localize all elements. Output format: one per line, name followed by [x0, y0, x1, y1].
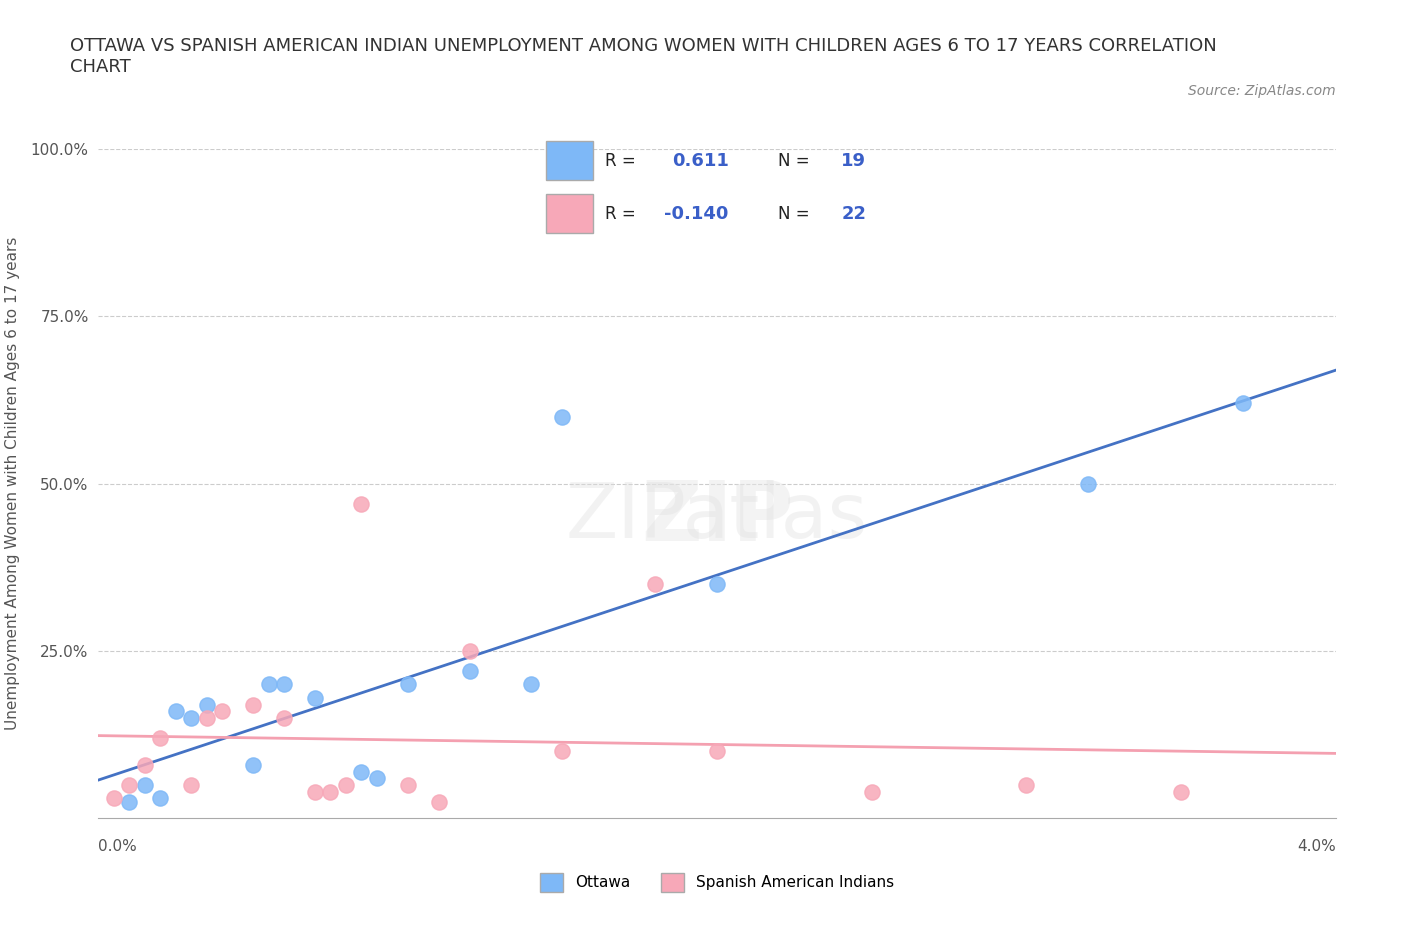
Point: [149, 790, 172, 805]
Point: [149, 731, 172, 746]
Point: [350, 764, 373, 779]
Point: [273, 711, 295, 725]
Point: [242, 698, 264, 712]
Text: R =: R =: [605, 205, 641, 223]
Point: [1077, 476, 1099, 491]
Point: [458, 664, 481, 679]
Point: [319, 784, 342, 799]
Point: [211, 704, 233, 719]
Point: [396, 777, 419, 792]
Point: [304, 784, 326, 799]
Point: [273, 677, 295, 692]
Point: [860, 784, 883, 799]
Point: [195, 698, 218, 712]
Point: [706, 744, 728, 759]
Legend: Ottawa, Spanish American Indians: Ottawa, Spanish American Indians: [534, 867, 900, 897]
Point: [304, 690, 326, 705]
Point: [118, 794, 141, 809]
Point: [520, 677, 543, 692]
Point: [242, 757, 264, 772]
FancyBboxPatch shape: [546, 141, 593, 180]
Point: [180, 711, 202, 725]
Point: [350, 497, 373, 512]
Text: N =: N =: [779, 205, 815, 223]
Text: 0.0%: 0.0%: [98, 839, 138, 854]
Point: [103, 790, 125, 805]
Point: [1170, 784, 1192, 799]
Point: [257, 677, 280, 692]
Text: N =: N =: [779, 153, 815, 170]
Point: [366, 771, 388, 786]
Point: [195, 711, 218, 725]
Y-axis label: Unemployment Among Women with Children Ages 6 to 17 years: Unemployment Among Women with Children A…: [4, 237, 20, 730]
Point: [644, 577, 666, 591]
Point: [134, 777, 156, 792]
Text: -0.140: -0.140: [664, 205, 728, 223]
Point: [180, 777, 202, 792]
Point: [551, 409, 574, 424]
Point: [396, 677, 419, 692]
Text: Source: ZipAtlas.com: Source: ZipAtlas.com: [1188, 84, 1336, 98]
Point: [1015, 777, 1038, 792]
Point: [551, 744, 574, 759]
Text: ZIPatlas: ZIPatlas: [565, 480, 869, 554]
Point: [134, 757, 156, 772]
Point: [1232, 396, 1254, 411]
Text: ZIP: ZIP: [641, 476, 793, 558]
Point: [118, 777, 141, 792]
FancyBboxPatch shape: [546, 193, 593, 232]
Text: 0.611: 0.611: [672, 153, 728, 170]
Text: 22: 22: [841, 205, 866, 223]
Text: R =: R =: [605, 153, 641, 170]
Point: [458, 644, 481, 658]
Text: 4.0%: 4.0%: [1296, 839, 1336, 854]
Point: [706, 577, 728, 591]
Point: [165, 704, 187, 719]
Point: [335, 777, 357, 792]
Text: 19: 19: [841, 153, 866, 170]
Point: [427, 794, 450, 809]
Text: OTTAWA VS SPANISH AMERICAN INDIAN UNEMPLOYMENT AMONG WOMEN WITH CHILDREN AGES 6 : OTTAWA VS SPANISH AMERICAN INDIAN UNEMPL…: [70, 37, 1218, 76]
